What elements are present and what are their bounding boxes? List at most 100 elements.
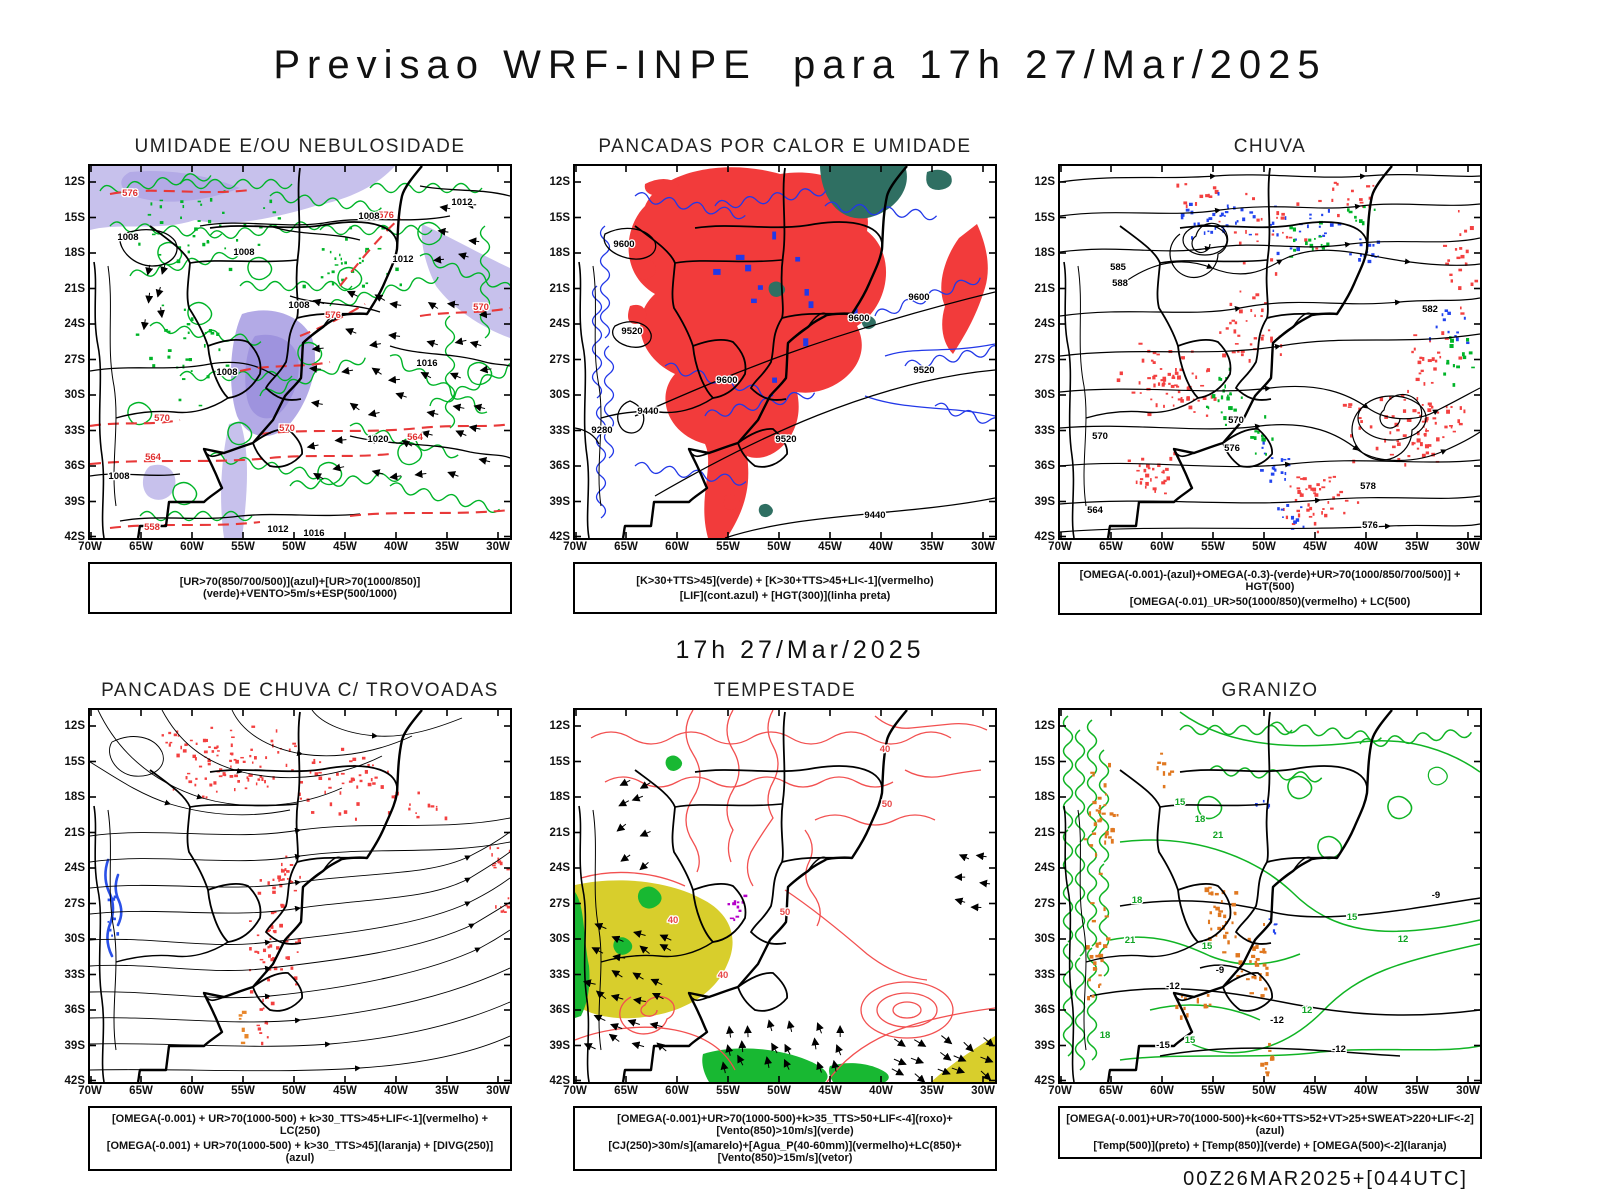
- speckle-field: [1268, 918, 1278, 935]
- contour-label: 1008: [117, 232, 138, 243]
- map-plot: 40 50 40 50 40 12S 15S 18S 21S 24S 27S 30S 33S 36S 39…: [550, 708, 997, 1087]
- speckle-field: [489, 846, 510, 871]
- speckle-field: [1283, 475, 1360, 534]
- wind-vector-field: [140, 264, 169, 331]
- contour-label: 576: [1362, 520, 1378, 531]
- lat-tick-label: 27S: [1034, 897, 1055, 910]
- contour-label: 9600: [716, 375, 737, 386]
- speckle-field: [257, 855, 301, 908]
- lat-tick-label: 36S: [549, 1004, 570, 1016]
- contour-label: 15: [1175, 797, 1186, 808]
- lat-tick-label: 33S: [64, 968, 85, 981]
- tick-marks: [575, 710, 995, 1082]
- caption-line: [K>30+TTS>45](verde) + [K>30+TTS>45+LI<-…: [636, 574, 934, 587]
- lat-tick-label: 33S: [549, 968, 570, 981]
- speckle-field: [1289, 220, 1330, 258]
- lat-tick-label: 15S: [64, 211, 85, 224]
- contour-label: 50: [780, 907, 791, 918]
- panel-tempestade: TEMPESTADE: [550, 680, 997, 1171]
- lon-tick-label: 35W: [435, 541, 459, 553]
- caption-box: [UR>70(850/700/500)](azul)+[UR>70(1000/8…: [88, 562, 512, 614]
- contour-label: 9280: [591, 425, 612, 436]
- contour-label: -15: [1156, 1040, 1170, 1051]
- lon-tick-label: 40W: [869, 1085, 893, 1097]
- lon-tick-label: 70W: [563, 1085, 587, 1097]
- contour-label: 1008: [358, 211, 379, 222]
- contour-label: 1012: [267, 524, 288, 535]
- wind-vector-field: [720, 1019, 845, 1074]
- speckle-field: [1176, 183, 1219, 209]
- contour-label: 558: [144, 522, 160, 533]
- lat-tick-label: 27S: [549, 897, 570, 910]
- speckle-field: [1250, 415, 1274, 456]
- contour-label: 1016: [416, 358, 437, 369]
- map-plot: 12S 15S 18S 21S 24S 27S 30S 33S 36S 39S 42S: [65, 708, 512, 1087]
- lon-axis: 70W 65W 60W 55W 50W 45W 40W 35W 30W: [1048, 540, 1482, 557]
- lat-tick-label: 30S: [64, 933, 85, 945]
- page-title: Previsao WRF-INPE para 17h 27/Mar/2025: [273, 42, 1327, 87]
- lon-tick-label: 65W: [1099, 541, 1123, 553]
- lon-tick-label: 55W: [231, 541, 255, 553]
- lat-tick-label: 30S: [64, 389, 85, 401]
- contour-label: 1008: [216, 367, 237, 378]
- wind-vector-field: [954, 852, 991, 912]
- contour-label: 18: [1132, 895, 1143, 906]
- lat-tick-label: 12S: [1034, 176, 1055, 188]
- map-plot: 585 588 582 570 576 570 564 578 576 12S 15S 18S 21S…: [1035, 164, 1482, 543]
- contour-label: -12: [1270, 1015, 1284, 1026]
- lat-tick-label: 15S: [64, 755, 85, 768]
- lat-tick-label: 24S: [549, 862, 570, 874]
- contour-label: -9: [1216, 965, 1224, 976]
- caption-line: [OMEGA(-0.01)_UR>50(1000/850)(vermelho) …: [1129, 596, 1411, 608]
- lat-tick-label: 12S: [549, 176, 570, 188]
- lat-tick-label: 36S: [64, 460, 85, 472]
- lat-tick-label: 15S: [549, 755, 570, 768]
- lat-tick-label: 27S: [64, 353, 85, 366]
- lat-tick-label: 33S: [64, 424, 85, 437]
- lon-axis: 70W 65W 60W 55W 50W 45W 40W 35W 30W: [1048, 1084, 1482, 1101]
- lat-tick-label: 12S: [549, 720, 570, 732]
- caption-line: [OMEGA(-0.001)+UR>70(1000-500)+k<60+TTS>…: [1066, 1113, 1474, 1137]
- lat-tick-label: 24S: [64, 318, 85, 330]
- caption-line: [Temp(500)](preto) + [Temp(850)](verde) …: [1093, 1140, 1447, 1152]
- lon-tick-label: 45W: [1303, 1085, 1327, 1097]
- lon-tick-label: 55W: [1201, 541, 1225, 553]
- wind-vector-field: [433, 200, 480, 264]
- lat-tick-label: 33S: [1034, 424, 1055, 437]
- lat-tick-label: 15S: [1034, 755, 1055, 768]
- contour-label: 18: [1100, 1030, 1111, 1041]
- contour-label: 9520: [913, 365, 934, 376]
- lat-tick-label: 18S: [549, 247, 570, 259]
- lat-tick-label: 15S: [1034, 211, 1055, 224]
- caption-box: [OMEGA(-0.001) + UR>70(1000-500) + k>30_…: [88, 1106, 512, 1171]
- lon-tick-label: 65W: [129, 1085, 153, 1097]
- lat-tick-label: 27S: [1034, 353, 1055, 366]
- lon-tick-label: 70W: [563, 541, 587, 553]
- lon-tick-label: 65W: [614, 1085, 638, 1097]
- lon-tick-label: 35W: [920, 541, 944, 553]
- contour-label: 582: [1422, 304, 1438, 315]
- lon-tick-label: 35W: [920, 1085, 944, 1097]
- lon-tick-label: 70W: [1048, 541, 1072, 553]
- caption-line: [LIF](cont.azul) + [HGT(300)](linha pret…: [679, 589, 891, 602]
- lon-axis: 70W 65W 60W 55W 50W 45W 40W 35W 30W: [563, 540, 997, 557]
- contour-label: -9: [1432, 890, 1440, 901]
- contour-label: 576: [325, 310, 341, 321]
- contour-label: 50: [882, 799, 893, 810]
- contour-label: 1012: [392, 254, 413, 265]
- panel-title: PANCADAS POR CALOR E UMIDADE: [598, 136, 972, 157]
- contour-label: 40: [668, 915, 679, 926]
- contour-label: 15: [1347, 912, 1358, 923]
- lon-tick-label: 45W: [1303, 541, 1327, 553]
- speckle-field: [1269, 209, 1342, 256]
- lon-tick-label: 50W: [1252, 1085, 1276, 1097]
- lat-tick-label: 36S: [549, 460, 570, 472]
- panel-granizo: GRANIZO: [1035, 680, 1482, 1159]
- lat-tick-label: 36S: [1034, 460, 1055, 472]
- granizo-map: 15 18 21 18 21 15 15 12 12 15 18 -9 -9 -12 -12 -15 -12: [1060, 710, 1480, 1082]
- lat-tick-label: 21S: [64, 282, 85, 295]
- contour-label: 1020: [367, 434, 388, 445]
- lat-tick-label: 12S: [64, 176, 85, 188]
- lat-tick-label: 21S: [549, 826, 570, 839]
- contour-label: 588: [1112, 278, 1128, 289]
